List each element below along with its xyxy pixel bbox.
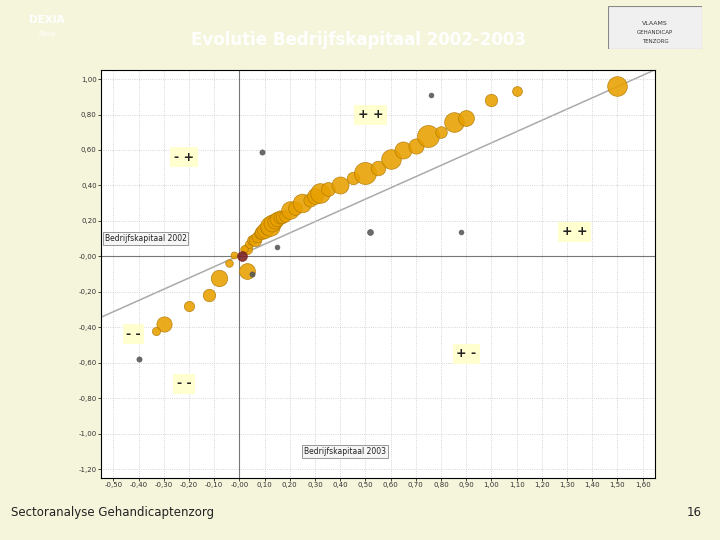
Point <box>276 213 288 221</box>
Point <box>133 355 145 363</box>
Point <box>241 245 253 254</box>
Text: + +: + + <box>358 108 383 121</box>
Point <box>259 225 271 234</box>
Point <box>322 185 333 193</box>
Point <box>256 227 268 236</box>
Point <box>612 82 624 91</box>
Point <box>461 114 472 123</box>
Point <box>397 146 409 154</box>
Point <box>486 96 498 105</box>
Point <box>271 243 283 252</box>
Point <box>448 117 459 126</box>
Point <box>246 236 258 245</box>
Text: Sectoranalyse Gehandicaptenzorg: Sectoranalyse Gehandicaptenzorg <box>11 506 214 519</box>
Text: Bank: Bank <box>38 31 55 37</box>
Point <box>256 147 268 156</box>
Point <box>150 327 162 335</box>
Point <box>289 204 301 213</box>
Text: Evolutie Bedrijfskapitaal 2002-2003: Evolutie Bedrijfskapitaal 2002-2003 <box>191 31 526 49</box>
Point <box>246 269 258 278</box>
Point <box>410 142 422 151</box>
Point <box>274 213 286 221</box>
Point <box>360 168 372 177</box>
Text: + +: + + <box>562 225 588 238</box>
Point <box>254 229 266 238</box>
Point <box>249 236 261 245</box>
Point <box>279 211 291 220</box>
Text: VLAAMS: VLAAMS <box>642 21 668 26</box>
Text: DEXIA: DEXIA <box>29 15 65 25</box>
Point <box>297 199 308 207</box>
Point <box>284 206 296 214</box>
Point <box>236 252 248 261</box>
Point <box>385 154 397 163</box>
Point <box>266 218 278 227</box>
Point <box>456 227 467 236</box>
Point <box>229 250 240 259</box>
Text: - +: - + <box>174 151 194 164</box>
Point <box>423 131 434 140</box>
Point <box>269 217 281 225</box>
Point <box>214 273 225 282</box>
Point <box>224 259 235 268</box>
Text: TENZORG: TENZORG <box>642 38 669 44</box>
Text: GEHANDICAP: GEHANDICAP <box>637 30 673 35</box>
Point <box>158 319 170 328</box>
Point <box>261 224 273 232</box>
Point <box>310 192 321 200</box>
Text: Bedrijfskapitaal 2002: Bedrijfskapitaal 2002 <box>104 234 186 243</box>
Point <box>241 266 253 275</box>
Text: - -: - - <box>176 377 192 390</box>
Point <box>271 215 283 224</box>
Point <box>244 240 256 248</box>
Text: 16: 16 <box>687 506 702 519</box>
Point <box>204 291 215 300</box>
Point <box>365 227 377 236</box>
Point <box>251 233 263 241</box>
Text: - -: - - <box>126 328 141 341</box>
Point <box>305 195 316 204</box>
Point <box>335 181 346 190</box>
Point <box>347 174 359 183</box>
FancyBboxPatch shape <box>608 6 702 49</box>
Point <box>436 128 447 137</box>
Point <box>426 91 437 99</box>
Point <box>511 87 523 96</box>
Point <box>184 302 195 310</box>
Text: Bedrijfskapitaal 2003: Bedrijfskapitaal 2003 <box>305 447 386 456</box>
Point <box>239 245 251 254</box>
Point <box>264 222 276 231</box>
Point <box>372 164 384 172</box>
Text: + -: + - <box>456 347 476 360</box>
Point <box>315 188 326 197</box>
